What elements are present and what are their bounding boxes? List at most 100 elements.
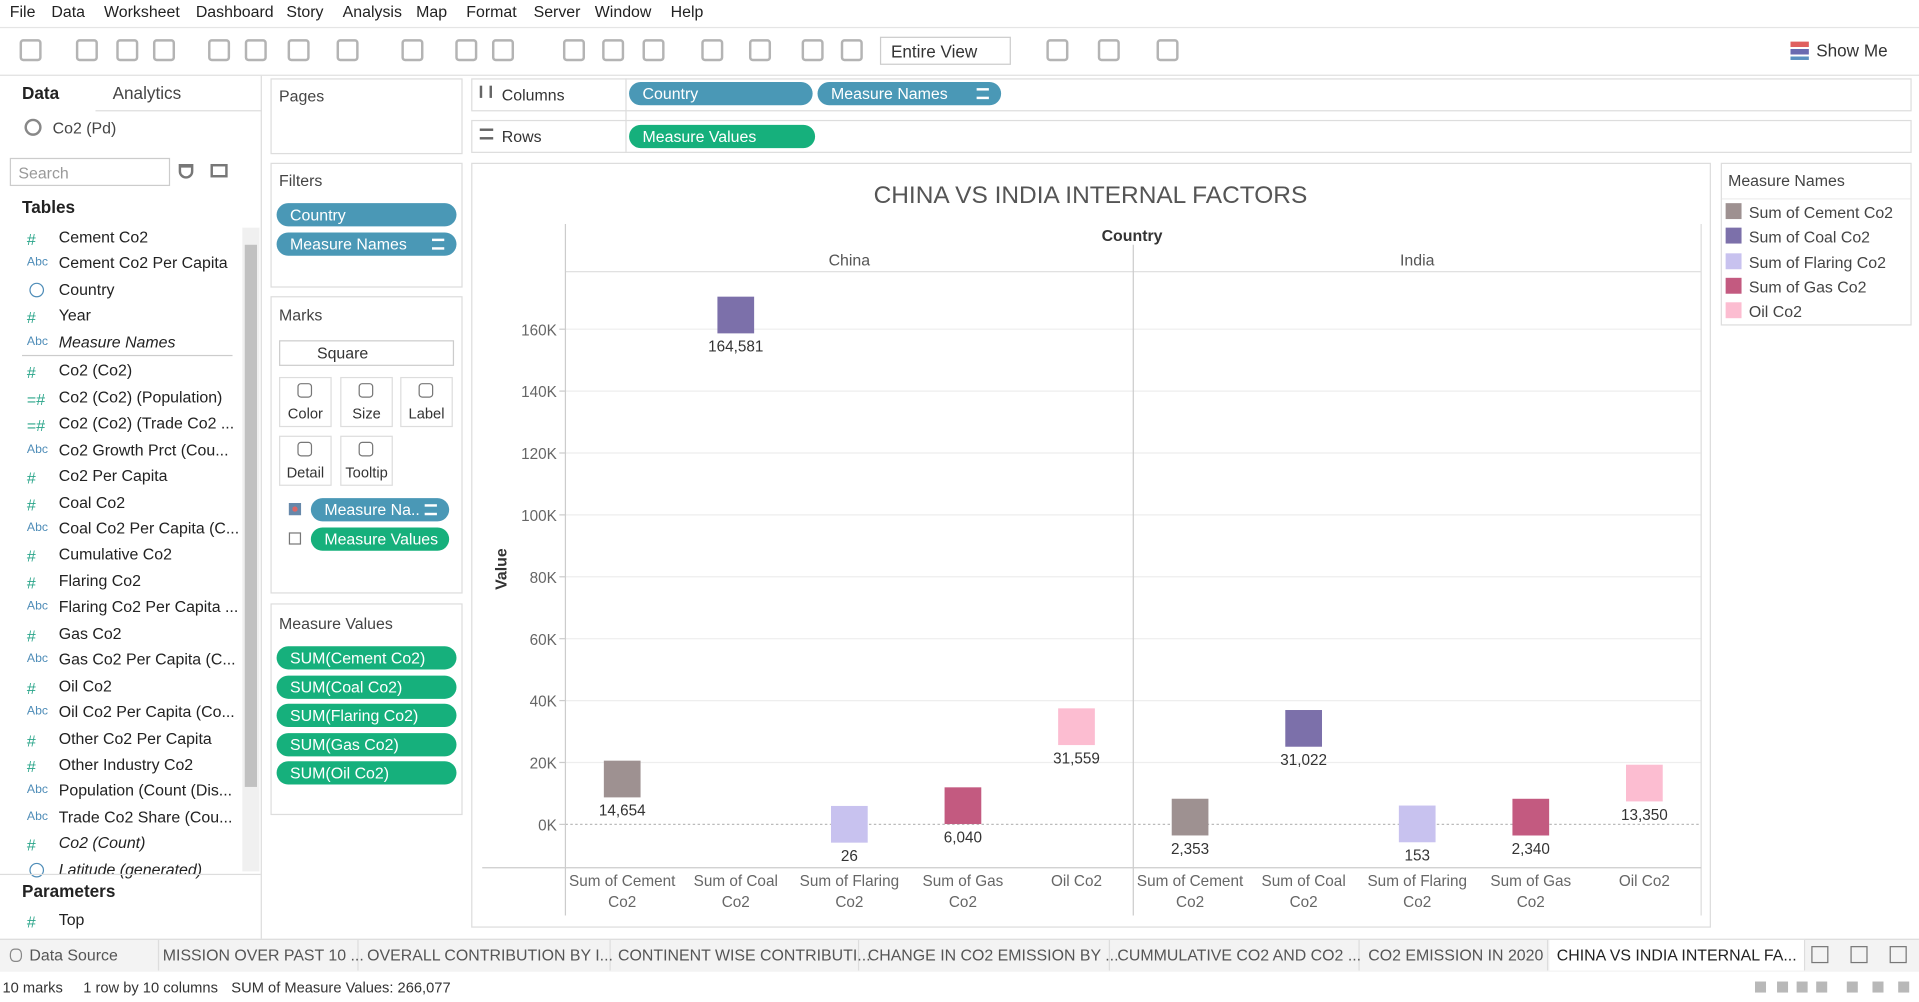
measure-pill[interactable]: SUM(Cement Co2) bbox=[276, 646, 457, 670]
tab-label[interactable]: CUMMULATIVE CO2 AND CO2 ... bbox=[1117, 946, 1362, 965]
pill-label[interactable]: SUM(Cement Co2) bbox=[290, 648, 426, 667]
field[interactable]: Co2 Growth Prct (Cou... bbox=[58, 440, 229, 459]
legend-label[interactable]: Sum of Gas Co2 bbox=[1748, 277, 1867, 297]
measure-pill[interactable]: SUM(Oil Co2) bbox=[276, 761, 457, 785]
pill-label[interactable]: SUM(Coal Co2) bbox=[290, 677, 403, 696]
tab-label[interactable]: CHINA VS INDIA INTERNAL FA... bbox=[1556, 946, 1797, 965]
marks-button[interactable] bbox=[279, 435, 332, 486]
tab-label[interactable]: CHANGE IN CO2 EMISSION BY ... bbox=[867, 946, 1119, 965]
tab-label[interactable]: OVERALL CONTRIBUTION BY I... bbox=[367, 946, 613, 965]
menu-item[interactable]: Server bbox=[533, 2, 581, 21]
tab-label[interactable]: MISSION OVER PAST 10 ... bbox=[162, 946, 364, 965]
toolbar-icon[interactable] bbox=[75, 39, 98, 62]
tab-label[interactable]: Data Source bbox=[29, 946, 118, 965]
pill-label[interactable]: Country bbox=[290, 205, 346, 224]
legend-label[interactable]: Sum of Cement Co2 bbox=[1748, 203, 1894, 222]
toolbar-icon[interactable] bbox=[152, 39, 176, 62]
field[interactable]: Cement Co2 bbox=[58, 227, 149, 246]
toolbar-icon[interactable] bbox=[840, 39, 863, 62]
field[interactable]: Latitude (generated) bbox=[58, 860, 203, 879]
sheet-tab[interactable] bbox=[1549, 939, 1806, 971]
pill-label[interactable]: SUM(Oil Co2) bbox=[290, 763, 390, 783]
field[interactable]: Flaring Co2 bbox=[58, 571, 141, 590]
toolbar-icon[interactable] bbox=[491, 39, 515, 62]
legend-label[interactable]: Sum of Coal Co2 bbox=[1748, 227, 1871, 247]
menu-item[interactable]: Analysis bbox=[342, 2, 402, 21]
tab-label[interactable]: CONTINENT WISE CONTRIBUTI... bbox=[618, 946, 871, 965]
status-icon[interactable] bbox=[1777, 981, 1789, 993]
pill-label[interactable]: Measure Names bbox=[290, 234, 407, 254]
menu-item[interactable]: Help bbox=[670, 2, 704, 21]
menu-item[interactable]: File bbox=[9, 2, 36, 21]
parameter[interactable]: Top bbox=[58, 910, 85, 929]
field[interactable]: Gas Co2 bbox=[58, 623, 122, 643]
status-icon[interactable] bbox=[1796, 981, 1808, 993]
mark-type-label[interactable]: Square bbox=[316, 343, 369, 363]
marks-button[interactable] bbox=[400, 376, 453, 428]
button-label[interactable]: Color bbox=[287, 405, 323, 423]
mark-type[interactable]: Square bbox=[279, 340, 455, 366]
show-me[interactable]: Show Me bbox=[1816, 40, 1888, 60]
status-icon[interactable] bbox=[1872, 981, 1884, 993]
menu-item[interactable]: Data bbox=[51, 2, 86, 21]
field[interactable]: Population (Count (Dis... bbox=[58, 781, 233, 800]
mark-pill[interactable]: Measure Na.. bbox=[310, 498, 450, 522]
toolbar-icon[interactable] bbox=[401, 39, 424, 62]
filter-pill[interactable]: Country bbox=[276, 203, 457, 227]
sheet-tab[interactable] bbox=[155, 939, 359, 971]
field[interactable]: Trade Co2 Share (Cou... bbox=[58, 807, 233, 826]
field[interactable]: Coal Co2 bbox=[58, 492, 126, 511]
status-icon[interactable] bbox=[1898, 981, 1910, 993]
toolbar-icon[interactable] bbox=[208, 39, 231, 62]
field[interactable]: Other Co2 Per Capita bbox=[58, 728, 212, 748]
new-sheet-icon[interactable] bbox=[1811, 946, 1829, 964]
toolbar-icon[interactable] bbox=[562, 39, 586, 62]
pill-label[interactable]: SUM(Flaring Co2) bbox=[290, 706, 419, 725]
toolbar-icon[interactable] bbox=[642, 39, 665, 62]
measure-pill[interactable]: SUM(Flaring Co2) bbox=[276, 703, 457, 727]
pill-label[interactable]: Measure Values bbox=[324, 529, 439, 549]
row-pill[interactable]: Measure Values bbox=[629, 124, 816, 149]
field[interactable]: Co2 (Co2) (Population) bbox=[58, 387, 223, 406]
button-label[interactable]: Detail bbox=[286, 463, 325, 481]
pill-label[interactable]: Measure Na.. bbox=[324, 500, 420, 519]
menu-item[interactable]: Worksheet bbox=[104, 2, 180, 21]
new-sheet-icon[interactable] bbox=[1889, 946, 1907, 964]
sheet-tab[interactable] bbox=[7, 939, 160, 971]
toolbar-icon[interactable] bbox=[116, 39, 139, 62]
status-icon[interactable] bbox=[1755, 981, 1767, 993]
marks-button[interactable] bbox=[340, 376, 393, 428]
toolbar-icon[interactable] bbox=[748, 39, 772, 62]
field[interactable]: Cumulative Co2 bbox=[58, 545, 172, 564]
new-sheet-icon[interactable] bbox=[1850, 946, 1868, 964]
legend-label[interactable]: Sum of Flaring Co2 bbox=[1748, 252, 1886, 272]
button-label[interactable]: Label bbox=[408, 405, 445, 423]
field[interactable]: Cement Co2 Per Capita bbox=[58, 253, 228, 273]
field[interactable]: Co2 Per Capita bbox=[58, 466, 168, 485]
menu-item[interactable]: Story bbox=[286, 2, 324, 21]
legend-label[interactable]: Oil Co2 bbox=[1748, 302, 1802, 321]
column-pill[interactable]: Measure Names bbox=[817, 81, 1002, 106]
toolbar-icon[interactable] bbox=[602, 39, 625, 62]
pill-label[interactable]: Country bbox=[642, 84, 699, 103]
toolbar-icon[interactable] bbox=[336, 39, 359, 62]
status-icon[interactable] bbox=[1846, 981, 1858, 993]
menu-item[interactable]: Window bbox=[594, 2, 652, 21]
pill-label[interactable]: SUM(Gas Co2) bbox=[290, 734, 399, 754]
toolbar-icon[interactable] bbox=[1046, 39, 1069, 62]
sheet-tab[interactable] bbox=[611, 939, 860, 971]
measure-pill[interactable]: SUM(Gas Co2) bbox=[276, 732, 457, 756]
toolbar-icon[interactable] bbox=[1097, 39, 1120, 62]
toolbar-icon[interactable] bbox=[801, 39, 824, 62]
field[interactable]: Coal Co2 Per Capita (C... bbox=[58, 518, 240, 538]
menu-item[interactable]: Format bbox=[466, 2, 517, 21]
field[interactable]: Co2 (Count) bbox=[58, 833, 146, 853]
tab[interactable]: Analytics bbox=[112, 83, 182, 103]
field[interactable]: Gas Co2 Per Capita (C... bbox=[58, 650, 236, 669]
tab-label[interactable]: CO2 EMISSION IN 2020 bbox=[1368, 946, 1544, 965]
toolbar-icon[interactable] bbox=[455, 39, 478, 62]
search-placeholder[interactable]: Search bbox=[18, 163, 69, 183]
field[interactable]: Co2 (Co2) bbox=[58, 361, 133, 380]
toolbar-icon[interactable] bbox=[701, 39, 724, 62]
marks-button[interactable] bbox=[279, 376, 332, 428]
